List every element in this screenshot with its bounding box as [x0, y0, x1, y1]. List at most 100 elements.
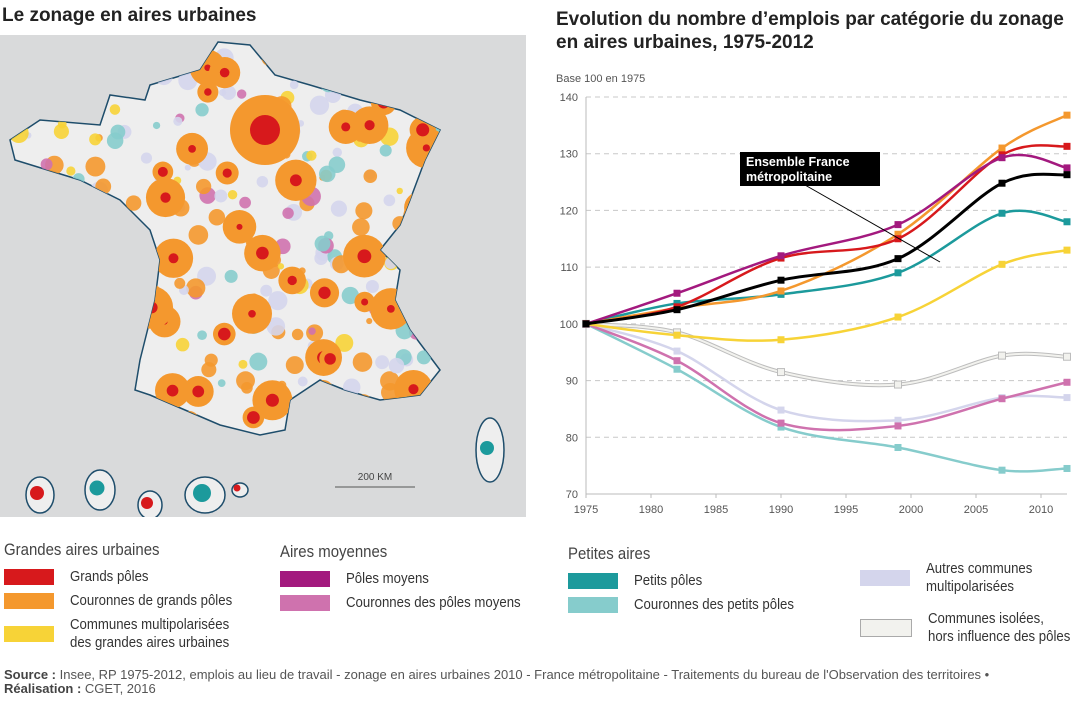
data-point [998, 154, 1006, 162]
urban-pole [204, 88, 212, 96]
zone-patch [379, 144, 392, 157]
zone-patch [221, 85, 236, 100]
zone-patch [306, 150, 317, 161]
zone-patch [375, 355, 390, 370]
series-8 [582, 319, 1071, 389]
data-point [998, 144, 1006, 152]
legend-label: Couronnes des pôles moyens [346, 594, 521, 611]
series-line [585, 114, 1068, 326]
data-point [777, 287, 785, 295]
zone-patch [89, 133, 102, 146]
zone-patch [297, 376, 308, 387]
zone-patch [266, 317, 286, 336]
zone-patch [388, 357, 405, 374]
data-point [777, 276, 785, 284]
zone-patch [141, 497, 153, 509]
data-point [998, 395, 1006, 403]
zone-patch [396, 187, 403, 195]
urban-pole [265, 393, 279, 407]
data-point [894, 313, 902, 321]
zone-patch [224, 269, 238, 283]
data-point [1063, 378, 1071, 386]
zone-patch [174, 277, 186, 289]
data-point [777, 252, 785, 260]
data-point [777, 336, 785, 344]
urban-pole [361, 298, 369, 306]
data-point [894, 416, 902, 424]
urban-pole [188, 145, 196, 153]
legend-swatch [4, 569, 54, 585]
zone-patch [30, 486, 44, 500]
legend-item: Couronnes de grands pôles [4, 592, 254, 610]
series-line [585, 172, 1068, 326]
zone-patch [260, 284, 273, 297]
map-title: Le zonage en aires urbaines [2, 5, 257, 26]
annotation-label: Ensemble France [746, 155, 850, 169]
annotation-box [740, 152, 880, 186]
data-point [777, 406, 785, 414]
zone-patch [236, 89, 247, 99]
data-point [673, 306, 681, 314]
data-point [1063, 394, 1071, 402]
data-point [673, 357, 681, 365]
data-point [777, 368, 785, 377]
zone-patch [184, 164, 191, 171]
urban-pole [318, 286, 331, 299]
data-point [777, 419, 785, 427]
data-point [673, 347, 681, 355]
x-tick-label: 2000 [899, 504, 923, 516]
zone-patch [195, 103, 209, 117]
series-4 [582, 320, 1071, 432]
legend-swatch [568, 573, 618, 589]
data-point [894, 422, 902, 430]
zone-patch [366, 317, 373, 325]
series-9 [582, 171, 1071, 328]
series-1 [582, 111, 1071, 328]
legend-swatch [860, 570, 910, 586]
zone-patch [238, 359, 248, 369]
legend-label: Communes multipolarisées des grandes aire… [70, 616, 230, 651]
zone-patch [89, 480, 105, 496]
legend-swatch [4, 626, 54, 642]
chart-title: Evolution du nombre d’emplois par catégo… [556, 9, 1064, 53]
data-point [673, 331, 681, 339]
zone-patch [314, 251, 328, 265]
zone-patch [85, 156, 106, 177]
data-point [894, 255, 902, 263]
credit-label: Réalisation : [4, 681, 82, 696]
series-line [585, 322, 1068, 432]
series-7 [582, 320, 1071, 424]
data-point [894, 269, 902, 277]
source-label: Source : [4, 667, 57, 682]
urban-pole [192, 385, 205, 398]
legend-group-title: Petites aires [568, 544, 651, 563]
zone-patch [291, 328, 304, 341]
zone-patch [352, 352, 373, 372]
zone-patch [363, 169, 378, 183]
legend-swatch [568, 597, 618, 613]
legend-group: Petites aires Petits pôles Couronnes des p… [568, 544, 816, 620]
legend-label: Pôles moyens [346, 570, 429, 587]
legend-item: Couronnes des pôles moyens [280, 594, 544, 612]
zone-patch [106, 132, 124, 149]
data-point [1063, 218, 1071, 226]
data-point [894, 235, 902, 243]
zone-patch [66, 166, 76, 176]
data-point [1063, 246, 1071, 254]
data-point [894, 221, 902, 229]
legend-label: Couronnes de grands pôles [70, 592, 233, 609]
data-point [998, 179, 1006, 187]
zone-patch [308, 327, 316, 335]
data-point [1063, 111, 1071, 119]
zone-patch [480, 441, 494, 455]
zone-patch [249, 352, 268, 371]
zone-patch [282, 207, 294, 219]
data-point [998, 466, 1006, 474]
legend-item: Communes multipolarisées des grandes aire… [4, 616, 254, 652]
zone-patch [285, 356, 304, 375]
legend-label: Petits pôles [634, 572, 703, 589]
data-point [1063, 171, 1071, 179]
urban-pole [236, 223, 243, 230]
data-point [998, 209, 1006, 217]
zone-patch [175, 337, 190, 352]
